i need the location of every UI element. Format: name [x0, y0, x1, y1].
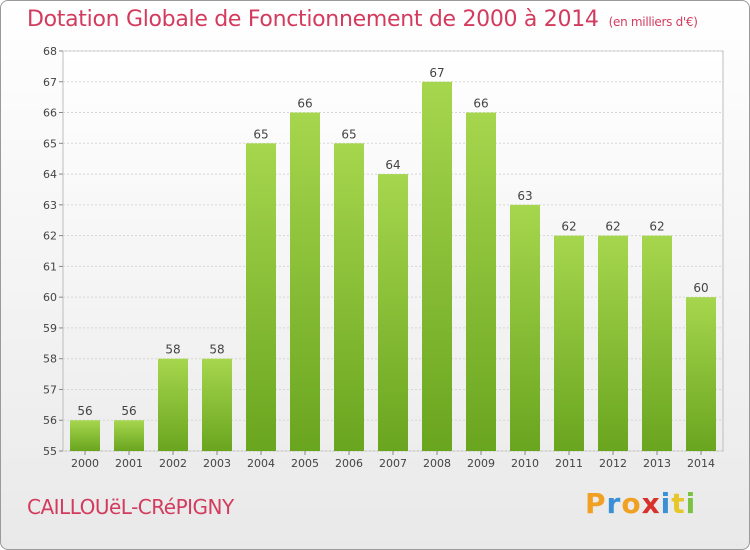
bar: [334, 143, 364, 452]
data-label: 65: [341, 127, 356, 141]
x-tick-label: 2009: [467, 457, 495, 470]
chart-title-text: Dotation Globale de Fonctionnement de 20…: [27, 7, 599, 32]
x-tick-label: 2001: [115, 457, 143, 470]
x-tick-label: 2005: [291, 457, 319, 470]
logo-letter: i: [660, 487, 672, 520]
proxiti-logo: Proxiti: [585, 487, 696, 520]
x-tick-label: 2008: [423, 457, 451, 470]
bar: [378, 174, 408, 452]
logo-letter: o: [621, 487, 642, 520]
data-label: 56: [121, 404, 136, 418]
data-label: 66: [297, 97, 312, 111]
bar: [598, 235, 628, 451]
data-labels: 56 56 58 58 65 66 65 64 67 66 63 62 62 62 60: [77, 66, 708, 418]
logo-letter: i: [685, 487, 697, 520]
data-label: 62: [649, 220, 664, 234]
x-tick-label: 2012: [599, 457, 627, 470]
bar: [202, 358, 232, 451]
x-tick-label: 2004: [247, 457, 275, 470]
x-tick-label: 2003: [203, 457, 231, 470]
y-tick-label: 64: [43, 168, 57, 181]
y-tick-label: 67: [43, 76, 57, 89]
data-label: 65: [253, 127, 268, 141]
chart-subtitle: (en milliers d'€): [608, 15, 698, 29]
bar: [554, 235, 584, 451]
y-tick-label: 61: [43, 260, 57, 273]
logo-letter: t: [671, 487, 686, 520]
logo-letter: r: [606, 487, 622, 520]
bar: [70, 420, 100, 451]
y-tick-label: 57: [43, 383, 57, 396]
bar: [510, 204, 540, 451]
y-tick-label: 63: [43, 199, 57, 212]
y-tick-label: 66: [43, 107, 57, 120]
y-axis: 55 56 57 58 59 60 61 62 63 64 65 66 67 68: [43, 45, 63, 458]
y-tick-label: 60: [43, 291, 57, 304]
bar: [642, 235, 672, 451]
y-tick-label: 65: [43, 137, 57, 150]
data-label: 67: [429, 66, 444, 80]
x-tick-label: 2006: [335, 457, 363, 470]
y-tick-label: 55: [43, 445, 57, 458]
data-label: 62: [561, 220, 576, 234]
x-tick-label: 2007: [379, 457, 407, 470]
bar: [466, 112, 496, 452]
data-label: 58: [209, 343, 224, 357]
commune-name: CAILLOUëL-CRéPIGNY: [27, 495, 234, 519]
bar: [114, 420, 144, 451]
x-tick-label: 2014: [687, 457, 715, 470]
data-label: 58: [165, 343, 180, 357]
x-tick-label: 2010: [511, 457, 539, 470]
x-axis: 2000 2001 2002 2003 2004 2005 2006 2007 2008 2009…: [71, 451, 715, 470]
data-label: 56: [77, 404, 92, 418]
data-label: 62: [605, 220, 620, 234]
x-tick-label: 2000: [71, 457, 99, 470]
logo-letter: P: [585, 487, 607, 520]
bars: [70, 81, 716, 452]
bar: [246, 143, 276, 452]
y-tick-label: 59: [43, 322, 57, 335]
x-tick-label: 2011: [555, 457, 583, 470]
y-tick-label: 62: [43, 230, 57, 243]
x-tick-label: 2013: [643, 457, 671, 470]
data-label: 60: [693, 281, 708, 295]
data-label: 66: [473, 97, 488, 111]
x-tick-label: 2002: [159, 457, 187, 470]
chart-title: Dotation Globale de Fonctionnement de 20…: [27, 7, 698, 32]
data-label: 64: [385, 158, 400, 172]
y-tick-label: 56: [43, 414, 57, 427]
bar: [290, 112, 320, 452]
y-tick-label: 58: [43, 353, 57, 366]
bar: [158, 358, 188, 451]
bar: [422, 81, 452, 452]
y-tick-label: 68: [43, 45, 57, 58]
logo-letter: x: [641, 487, 661, 520]
bar: [686, 297, 716, 451]
data-label: 63: [517, 189, 532, 203]
